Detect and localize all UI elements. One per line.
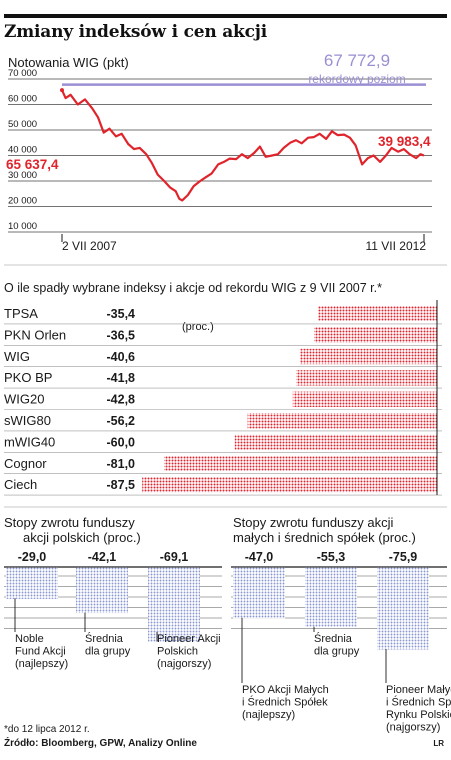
source-note: Źródło: Bloomberg, GPW, Analizy Online bbox=[4, 736, 197, 749]
fund-category-label: PKO Akcji Małych bbox=[242, 684, 329, 696]
fund-category-label: Pioneer Małych bbox=[386, 684, 451, 696]
fund-value-label: -55,3 bbox=[317, 550, 346, 564]
y-tick-label: 60 000 bbox=[8, 94, 37, 105]
wig-line-chart: Notowania WIG (pkt) 70 000 60 000 50 000 40… bbox=[4, 51, 447, 266]
decline-value-label: -87,5 bbox=[107, 478, 136, 492]
decline-bar bbox=[317, 306, 437, 322]
fund-bar bbox=[305, 567, 357, 628]
decline-unit-label: (proc.) bbox=[182, 321, 214, 333]
start-value-label: 65 637,4 bbox=[6, 157, 59, 172]
fund-category-label: dla grupy bbox=[85, 646, 131, 658]
fund-category-label: Średnia bbox=[85, 632, 124, 645]
fund-value-label: -47,0 bbox=[245, 550, 274, 564]
decline-value-label: -40,6 bbox=[107, 350, 136, 364]
decline-value-label: -41,8 bbox=[107, 371, 136, 385]
author-credit: LR bbox=[433, 739, 444, 748]
x-label-start: 2 VII 2007 bbox=[62, 239, 117, 253]
fund-bar bbox=[233, 567, 285, 619]
fund-category-label: Pioneer Akcji bbox=[157, 633, 221, 645]
decline-bar bbox=[300, 348, 437, 365]
decline-category-label: Ciech bbox=[4, 477, 37, 492]
footnote: *do 12 lipca 2012 r. bbox=[4, 724, 90, 735]
decline-category-label: PKN Orlen bbox=[4, 327, 66, 342]
start-point bbox=[60, 88, 64, 93]
wig-series-line bbox=[60, 89, 425, 202]
decline-value-label: -60,0 bbox=[107, 435, 136, 449]
decline-value-label: -36,5 bbox=[107, 328, 136, 342]
decline-category-label: PKO BP bbox=[4, 370, 52, 385]
fund-category-label: (najlepszy) bbox=[242, 709, 295, 721]
y-tick-label: 30 000 bbox=[8, 170, 37, 181]
decline-category-label: sWIG80 bbox=[4, 413, 51, 428]
decline-bar bbox=[234, 434, 437, 450]
y-tick-label: 20 000 bbox=[8, 196, 37, 207]
decline-value-label: -56,2 bbox=[107, 414, 136, 428]
fund-category-label: dla grupy bbox=[314, 646, 360, 658]
fund-value-label: -75,9 bbox=[389, 550, 418, 564]
decline-category-label: TPSA bbox=[4, 306, 38, 321]
fund-value-label: -29,0 bbox=[18, 550, 47, 564]
decline-category-label: WIG20 bbox=[4, 392, 44, 407]
fund-category-label: (najlepszy) bbox=[15, 658, 68, 670]
fund-bar bbox=[6, 567, 58, 599]
smallmid-funds-title-line-2: małych i średnich spółek (proc.) bbox=[233, 530, 416, 545]
decline-value-label: -42,8 bbox=[107, 393, 136, 407]
fund-category-label: i Średnich Spółek bbox=[242, 696, 328, 709]
end-value-label: 39 983,4 bbox=[378, 134, 431, 149]
decline-category-label: WIG bbox=[4, 349, 30, 364]
fund-category-label: i Średnich Spółek bbox=[386, 696, 451, 709]
decline-chart-title: O ile spadły wybrane indeksy i akcje od … bbox=[4, 281, 382, 295]
y-tick-label: 70 000 bbox=[8, 68, 37, 79]
fund-category-label: Rynku Polskiego bbox=[386, 709, 451, 721]
y-tick-label: 50 000 bbox=[8, 119, 37, 130]
decline-bar bbox=[296, 370, 437, 386]
fund-bar bbox=[377, 567, 429, 650]
y-tick-label: 10 000 bbox=[8, 221, 37, 232]
wig-y-ticks: 70 000 60 000 50 000 40 000 30 000 20 000 10 0… bbox=[8, 68, 37, 232]
record-sub-label: rekordowy poziom bbox=[308, 72, 405, 86]
decline-bar-chart: O ile spadły wybrane indeksy i akcje od … bbox=[4, 281, 447, 508]
footer: *do 12 lipca 2012 r. Źródło: Bloomberg, … bbox=[4, 724, 444, 749]
fund-category-label: Noble bbox=[15, 633, 44, 645]
decline-rows: TPSA -35,4 PKN Orlen -36,5 WIG -40,6 PKO BP -41… bbox=[4, 306, 442, 496]
fund-category-label: (najgorszy) bbox=[386, 722, 440, 734]
record-value-label: 67 772,9 bbox=[324, 51, 390, 70]
fund-category-label: Średnia bbox=[314, 632, 353, 645]
page-title: Zmiany indeksów i cen akcji bbox=[4, 22, 267, 42]
polish-funds-title-line-1: Stopy zwrotu funduszy bbox=[4, 515, 135, 530]
fund-category-label: Polskich bbox=[157, 646, 198, 658]
decline-bar bbox=[142, 477, 437, 493]
fund-category-label: Fund Akcji bbox=[15, 646, 66, 658]
smallmid-funds-chart: Stopy zwrotu funduszy akcji małych i śre… bbox=[231, 515, 451, 734]
fund-value-label: -69,1 bbox=[160, 550, 189, 564]
decline-category-label: mWIG40 bbox=[4, 434, 55, 449]
polish-funds-title-line-2: akcji polskich (proc.) bbox=[23, 530, 141, 545]
x-label-end: 11 VII 2012 bbox=[366, 239, 427, 253]
fund-bar bbox=[76, 567, 128, 614]
wig-grid bbox=[8, 78, 432, 233]
decline-value-label: -35,4 bbox=[107, 307, 136, 321]
fund-category-label: (najgorszy) bbox=[157, 658, 211, 670]
fund-value-label: -42,1 bbox=[88, 550, 117, 564]
smallmid-funds-title-line-1: Stopy zwrotu funduszy akcji bbox=[233, 515, 394, 530]
decline-category-label: Cognor bbox=[4, 456, 47, 471]
decline-bar bbox=[292, 391, 437, 407]
y-tick-label: 40 000 bbox=[8, 145, 37, 156]
decline-bar bbox=[313, 327, 437, 343]
decline-bar bbox=[164, 455, 437, 472]
decline-bar bbox=[247, 413, 437, 429]
wig-chart-title: Notowania WIG (pkt) bbox=[8, 55, 129, 70]
polish-funds-chart: Stopy zwrotu funduszy akcji polskich (pr… bbox=[4, 515, 222, 670]
fund-bar bbox=[148, 567, 200, 643]
decline-value-label: -81,0 bbox=[107, 457, 136, 471]
top-rule bbox=[4, 14, 447, 18]
